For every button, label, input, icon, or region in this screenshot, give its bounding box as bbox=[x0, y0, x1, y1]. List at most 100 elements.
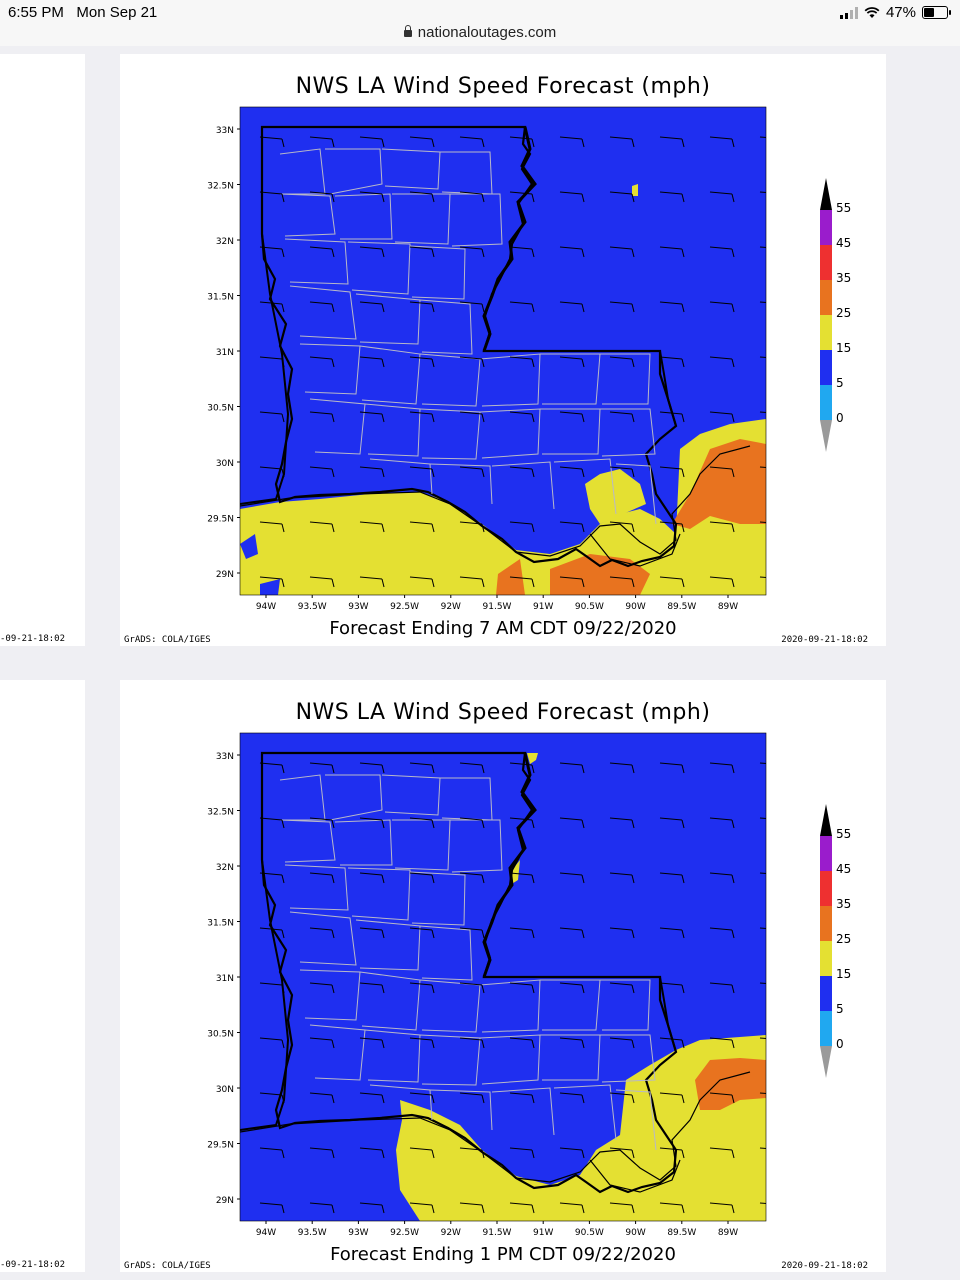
wind-barb bbox=[259, 576, 285, 588]
legend-label: 5 bbox=[836, 1002, 844, 1016]
longitude-label: 91.5W bbox=[483, 602, 512, 612]
latitude-label: 30.5N bbox=[207, 404, 234, 414]
wind-barb bbox=[459, 521, 485, 533]
latitude-label: 33N bbox=[216, 752, 234, 762]
wind-barb bbox=[459, 927, 485, 939]
latitude-label: 31N bbox=[216, 974, 234, 984]
wind-barb bbox=[709, 411, 735, 423]
wind-barb bbox=[359, 872, 385, 884]
wind-barb bbox=[309, 521, 335, 533]
wind-barb bbox=[759, 982, 766, 985]
wind-barb bbox=[509, 982, 535, 994]
wind-barb bbox=[309, 1037, 335, 1049]
next-map-panel-1 bbox=[930, 54, 960, 646]
wind-barb bbox=[709, 927, 735, 939]
wind-barb bbox=[259, 246, 285, 258]
wind-barb bbox=[509, 762, 535, 774]
wind-barb bbox=[509, 817, 535, 829]
wind-field-15-25 bbox=[396, 1035, 766, 1221]
parish-boundary bbox=[615, 1089, 657, 1151]
wind-barb bbox=[409, 762, 435, 774]
wind-barb bbox=[509, 411, 535, 423]
wind-barb bbox=[759, 927, 766, 930]
longitude-label: 90.5W bbox=[575, 1228, 604, 1238]
longitude-label: 92W bbox=[441, 602, 461, 612]
legend-label: 5 bbox=[836, 376, 844, 390]
parish-boundary bbox=[419, 408, 481, 460]
parish-boundary bbox=[309, 398, 366, 455]
wind-barb bbox=[509, 246, 535, 258]
parish-boundary bbox=[540, 1034, 601, 1081]
signal-icon bbox=[839, 6, 858, 19]
wind-speed-map: 33N 32.5N 32N 31.5N 31N 30.5N 30N 29.5N 29N 94W 93… bbox=[207, 106, 851, 612]
wind-barb bbox=[509, 356, 535, 368]
wind-field-25-35 bbox=[672, 439, 766, 529]
wind-barb bbox=[559, 466, 585, 478]
parish-boundary bbox=[334, 819, 393, 866]
latitude-label: 30N bbox=[216, 459, 234, 469]
coast-contour bbox=[240, 445, 751, 557]
wind-barb bbox=[459, 872, 485, 884]
longitude-label: 93W bbox=[348, 602, 368, 612]
wind-barb bbox=[609, 136, 635, 148]
wind-barb bbox=[359, 466, 385, 478]
wind-barb bbox=[659, 191, 685, 203]
wind-barb bbox=[509, 1092, 535, 1104]
wind-barb bbox=[759, 411, 766, 414]
latitude-label: 29N bbox=[216, 570, 234, 580]
parish-boundary bbox=[364, 1029, 421, 1083]
wind-barb bbox=[309, 872, 335, 884]
wind-barb bbox=[309, 762, 335, 774]
wind-map-panel-1: NWS LA Wind Speed Forecast (mph) 33N 32.5… bbox=[120, 54, 886, 646]
wind-barb bbox=[409, 1202, 435, 1214]
wind-barb bbox=[459, 1092, 485, 1104]
parish-boundary bbox=[600, 353, 651, 405]
wind-barb bbox=[309, 927, 335, 939]
address-bar[interactable]: nationaloutages.com bbox=[0, 24, 960, 46]
wind-barb bbox=[759, 246, 766, 249]
wind-barb bbox=[509, 301, 535, 313]
parish-boundary bbox=[289, 911, 357, 966]
wind-barb bbox=[459, 411, 485, 423]
wind-barb bbox=[259, 1037, 285, 1049]
wind-barb bbox=[259, 301, 285, 313]
wind-barb bbox=[509, 521, 535, 533]
latitude-label: 29N bbox=[216, 1196, 234, 1206]
wind-barb bbox=[559, 817, 585, 829]
parish-boundary bbox=[299, 343, 361, 395]
wind-barb bbox=[309, 1092, 335, 1104]
wind-barb bbox=[359, 1037, 385, 1049]
url-text[interactable]: nationaloutages.com bbox=[417, 24, 557, 41]
wind-barb bbox=[659, 817, 685, 829]
parish-boundary bbox=[419, 1034, 481, 1086]
wind-barb bbox=[309, 817, 335, 829]
wind-barb bbox=[659, 521, 685, 533]
wind-barb bbox=[609, 356, 635, 368]
wind-barb bbox=[509, 136, 535, 148]
wind-barb bbox=[459, 982, 485, 994]
texas-border bbox=[240, 753, 290, 1131]
wind-barb bbox=[709, 1202, 735, 1214]
parish-boundary bbox=[347, 867, 411, 921]
wind-barb bbox=[359, 191, 385, 203]
wind-barb bbox=[309, 191, 335, 203]
legend-label: 35 bbox=[836, 271, 851, 285]
longitude-label: 93W bbox=[348, 1228, 368, 1238]
wind-barb bbox=[459, 136, 485, 148]
wind-barb bbox=[359, 246, 385, 258]
previous-map-stamp: -09-21-18:02 bbox=[0, 634, 66, 644]
longitude-label: 92W bbox=[441, 1228, 461, 1238]
wind-barb bbox=[659, 576, 685, 588]
wind-barb bbox=[359, 982, 385, 994]
status-time: 6:55 PM Mon Sep 21 bbox=[8, 4, 158, 21]
parish-boundary bbox=[355, 293, 421, 345]
legend-swatch bbox=[820, 976, 832, 1011]
wind-barb bbox=[459, 762, 485, 774]
wind-barb bbox=[309, 576, 335, 588]
wind-barb bbox=[509, 927, 535, 939]
wind-barb bbox=[459, 576, 485, 588]
coast-contour bbox=[589, 1159, 681, 1193]
legend-label: 45 bbox=[836, 236, 851, 250]
wind-barb bbox=[409, 817, 435, 829]
parish-boundary bbox=[491, 461, 555, 510]
